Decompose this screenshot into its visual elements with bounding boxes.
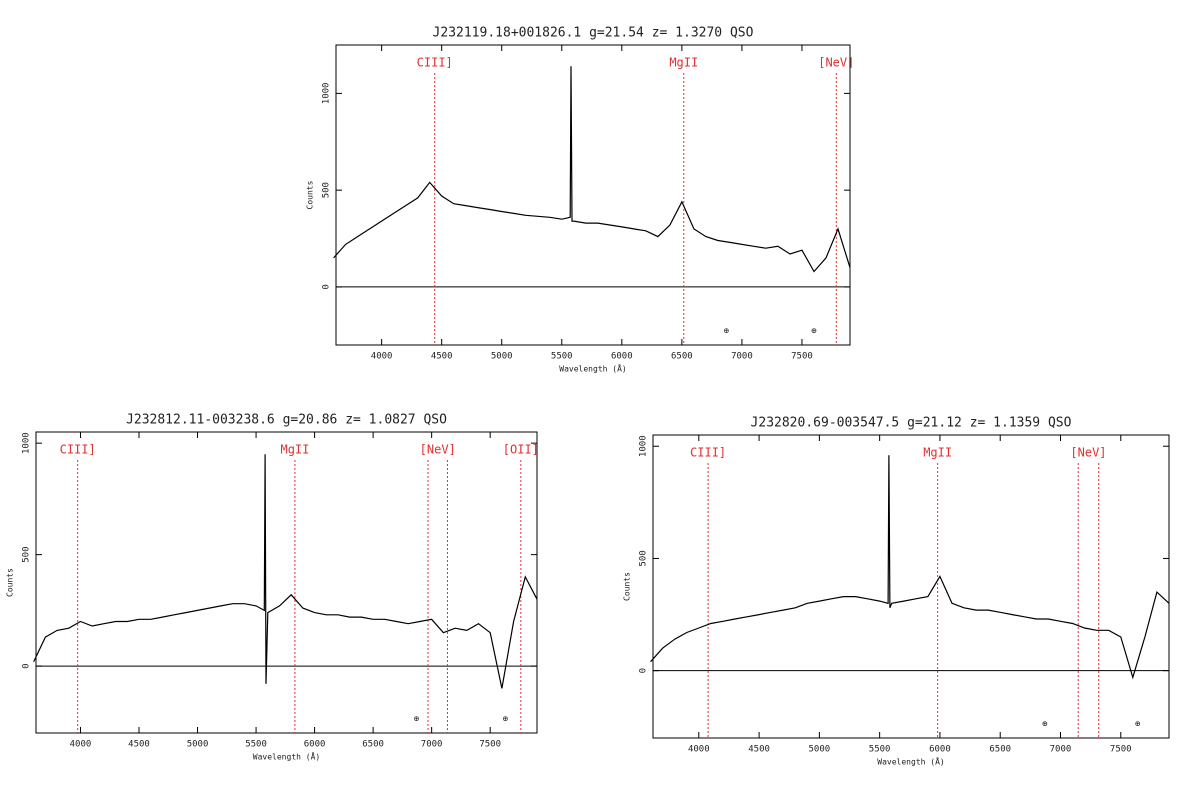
spectrum-line	[650, 455, 1170, 680]
x-tick-label: 7000	[421, 740, 443, 750]
x-tick-label: 6000	[611, 352, 633, 362]
x-tick-label: 6500	[989, 745, 1011, 755]
emission-line-label: MgII	[669, 56, 698, 70]
x-tick-label: 5500	[551, 352, 573, 362]
y-tick-label: 0	[639, 668, 649, 673]
x-tick-label: 4500	[431, 352, 453, 362]
emission-line-label: CIII]	[690, 446, 726, 460]
emission-line-label: [NeV]	[1070, 446, 1106, 460]
x-tick-label: 4500	[748, 745, 770, 755]
x-tick-label: 7500	[791, 352, 813, 362]
y-axis-label: Counts	[6, 568, 15, 597]
x-tick-label: 4000	[371, 352, 393, 362]
x-tick-label: 6000	[304, 740, 326, 750]
y-tick-label: 500	[639, 550, 649, 566]
plot-frame	[652, 434, 1170, 739]
spectrum-line	[333, 66, 851, 273]
y-tick-label: 0	[22, 663, 32, 668]
x-tick-label: 6500	[362, 740, 384, 750]
telluric-marker: ⊕	[724, 327, 729, 337]
x-tick-label: 6500	[671, 352, 693, 362]
chart-title: J232812.11-003238.6 g=20.86 z= 1.0827 QS…	[126, 413, 447, 428]
y-axis-label: Counts	[623, 572, 632, 601]
y-tick-label: 0	[322, 284, 332, 289]
x-tick-label: 4500	[128, 740, 150, 750]
emission-line-label: [NeV]	[420, 443, 456, 457]
emission-line-label: MgII	[923, 446, 952, 460]
y-tick-label: 500	[22, 546, 32, 562]
x-tick-label: 4000	[70, 740, 92, 750]
emission-line-label: CIII]	[60, 443, 96, 457]
y-axis-label: Counts	[306, 180, 315, 209]
chart-title: J232119.18+001826.1 g=21.54 z= 1.3270 QS…	[433, 26, 754, 41]
plot-frame	[35, 431, 538, 734]
x-axis-label: Wavelength (Å)	[877, 756, 944, 767]
x-tick-label: 5000	[491, 352, 513, 362]
x-tick-label: 7000	[731, 352, 753, 362]
x-tick-label: 7500	[1110, 745, 1132, 755]
emission-line-label: CIII]	[417, 56, 453, 70]
y-tick-label: 1000	[322, 83, 332, 105]
emission-line-label: [OII]	[503, 443, 539, 457]
telluric-marker: ⊕	[1042, 720, 1047, 730]
telluric-marker: ⊕	[414, 715, 419, 725]
y-tick-label: 1000	[22, 432, 32, 454]
plot-frame	[335, 44, 851, 346]
x-axis-label: Wavelength (Å)	[253, 751, 320, 762]
chart-title: J232820.69-003547.5 g=21.12 z= 1.1359 QS…	[751, 416, 1072, 431]
y-tick-label: 1000	[639, 435, 649, 457]
x-tick-label: 5500	[245, 740, 267, 750]
emission-line-label: [NeV]	[818, 56, 854, 70]
x-tick-label: 5000	[809, 745, 831, 755]
x-tick-label: 6000	[929, 745, 951, 755]
x-axis-label: Wavelength (Å)	[559, 363, 626, 374]
x-tick-label: 7500	[479, 740, 501, 750]
x-tick-label: 7000	[1050, 745, 1072, 755]
telluric-marker: ⊕	[503, 715, 508, 725]
telluric-marker: ⊕	[1135, 720, 1140, 730]
spectrum-line	[33, 454, 538, 689]
x-tick-label: 5500	[869, 745, 891, 755]
y-tick-label: 500	[322, 182, 332, 198]
telluric-marker: ⊕	[811, 327, 816, 337]
x-tick-label: 4000	[688, 745, 710, 755]
x-tick-label: 5000	[187, 740, 209, 750]
emission-line-label: MgII	[280, 443, 309, 457]
